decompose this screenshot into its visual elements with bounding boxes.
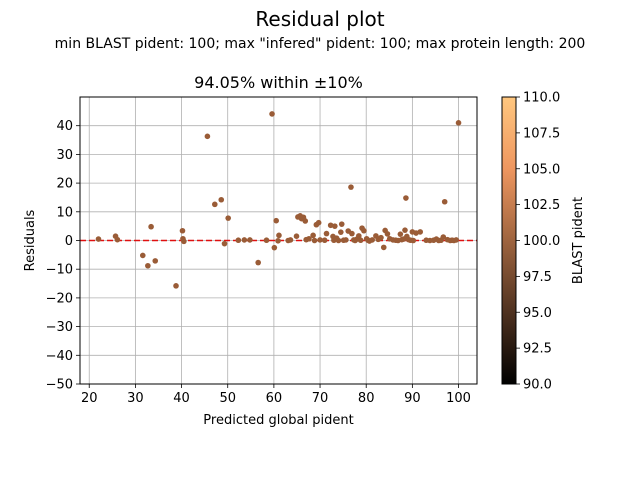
x-tick-label: 90 bbox=[404, 391, 421, 406]
scatter-point bbox=[332, 223, 338, 229]
x-tick-label: 20 bbox=[81, 391, 98, 406]
x-tick-label: 80 bbox=[358, 391, 375, 406]
x-tick-label: 40 bbox=[173, 391, 190, 406]
colorbar-ticks: 90.0 92.5 95.0 97.5 100.0 102.5 105.0 107.5 110.… bbox=[516, 91, 560, 393]
scatter-point bbox=[114, 236, 121, 243]
scatter-point bbox=[361, 227, 367, 234]
colorbar-tick-label: 100.0 bbox=[523, 234, 560, 249]
y-tick-label: 40 bbox=[56, 119, 73, 134]
scatter-point bbox=[148, 223, 154, 230]
scatter-point bbox=[369, 237, 376, 243]
scatter-point bbox=[293, 233, 300, 239]
scatter-point bbox=[348, 184, 354, 190]
scatter-point bbox=[440, 234, 447, 240]
y-axis-ticks: −50 −40 −30 −20 −10 0 10 20 30 40 bbox=[46, 119, 80, 393]
colorbar bbox=[501, 96, 517, 385]
y-tick-label: −30 bbox=[46, 320, 73, 335]
colorbar-tick-label: 102.5 bbox=[523, 198, 560, 213]
scatter-point bbox=[302, 218, 309, 224]
scatter-point bbox=[397, 231, 404, 237]
scatter-point bbox=[349, 230, 355, 237]
x-tick-label: 50 bbox=[219, 391, 236, 406]
scatter-point bbox=[378, 234, 384, 241]
scatter-point bbox=[235, 237, 242, 244]
scatter-point bbox=[317, 237, 323, 243]
y-tick-label: 20 bbox=[56, 177, 73, 192]
scatter-point bbox=[255, 259, 261, 266]
scatter-point bbox=[275, 237, 281, 244]
scatter-point bbox=[263, 237, 270, 244]
x-tick-label: 30 bbox=[127, 391, 144, 406]
y-tick-label: −10 bbox=[46, 263, 73, 278]
scatter-point bbox=[357, 237, 364, 244]
scatter-point bbox=[269, 111, 275, 117]
scatter-points bbox=[95, 111, 462, 289]
scatter-point bbox=[321, 237, 328, 244]
scatter-point bbox=[221, 240, 228, 247]
scatter-point bbox=[417, 229, 424, 235]
scatter-point bbox=[402, 227, 408, 233]
colorbar-label: BLAST pident bbox=[571, 197, 586, 284]
scatter-point bbox=[315, 219, 322, 226]
x-axis-label: Predicted global pident bbox=[203, 413, 353, 428]
scatter-point bbox=[204, 133, 211, 140]
scatter-point bbox=[181, 238, 187, 245]
scatter-point bbox=[384, 231, 391, 237]
scatter-point bbox=[241, 237, 248, 243]
scatter-point bbox=[306, 235, 312, 242]
y-tick-label: 30 bbox=[56, 148, 73, 163]
scatter-point bbox=[410, 237, 417, 244]
scatter-point bbox=[327, 222, 334, 229]
scatter-point bbox=[310, 232, 316, 239]
scatter-point bbox=[380, 244, 387, 251]
y-axis-label: Residuals bbox=[23, 209, 38, 271]
scatter-point bbox=[179, 227, 186, 234]
scatter-point bbox=[311, 237, 318, 244]
scatter-point bbox=[95, 236, 102, 242]
scatter-point bbox=[343, 237, 349, 243]
scatter-point bbox=[211, 201, 218, 208]
scatter-point bbox=[323, 230, 330, 237]
colorbar-tick-label: 95.0 bbox=[523, 306, 552, 321]
scatter-point bbox=[152, 258, 159, 264]
colorbar-tick-label: 105.0 bbox=[523, 162, 560, 177]
colorbar-tick-label: 97.5 bbox=[523, 270, 552, 285]
scatter-point bbox=[225, 215, 231, 221]
scatter-point bbox=[247, 237, 253, 243]
scatter-point bbox=[271, 244, 278, 251]
grid-lines bbox=[80, 97, 477, 385]
scatter-point bbox=[173, 283, 179, 289]
colorbar-tick-label: 90.0 bbox=[523, 378, 552, 393]
scatter-point bbox=[145, 262, 151, 269]
figure-subtitle: min BLAST pident: 100; max "infered" pid… bbox=[55, 36, 586, 52]
scatter-point bbox=[287, 237, 294, 243]
chart-title: 94.05% within ±10% bbox=[194, 73, 363, 92]
scatter-point bbox=[403, 195, 409, 201]
x-tick-label: 60 bbox=[266, 391, 283, 406]
colorbar-tick-label: 110.0 bbox=[523, 91, 560, 106]
y-tick-label: −50 bbox=[46, 378, 73, 393]
x-tick-label: 70 bbox=[312, 391, 329, 406]
y-tick-label: 10 bbox=[56, 205, 73, 220]
scatter-point bbox=[338, 221, 345, 227]
scatter-point bbox=[273, 217, 279, 224]
y-tick-label: −40 bbox=[46, 349, 73, 364]
scatter-point bbox=[276, 232, 282, 239]
scatter-point bbox=[335, 237, 342, 244]
colorbar-tick-label: 107.5 bbox=[523, 126, 560, 141]
scatter-point bbox=[455, 120, 462, 126]
scatter-point bbox=[139, 252, 146, 259]
scatter-point bbox=[453, 237, 460, 243]
y-tick-label: 0 bbox=[65, 234, 73, 249]
scatter-point bbox=[218, 196, 225, 203]
x-axis-ticks: 20 30 40 50 60 70 80 90 100 bbox=[81, 384, 471, 406]
scatter-point bbox=[338, 229, 344, 235]
x-tick-label: 100 bbox=[446, 391, 471, 406]
scatter-point bbox=[356, 233, 362, 239]
colorbar-tick-label: 92.5 bbox=[523, 342, 552, 357]
figure-title: Residual plot bbox=[255, 7, 384, 31]
y-tick-label: −20 bbox=[46, 291, 73, 306]
scatter-point bbox=[441, 198, 448, 205]
